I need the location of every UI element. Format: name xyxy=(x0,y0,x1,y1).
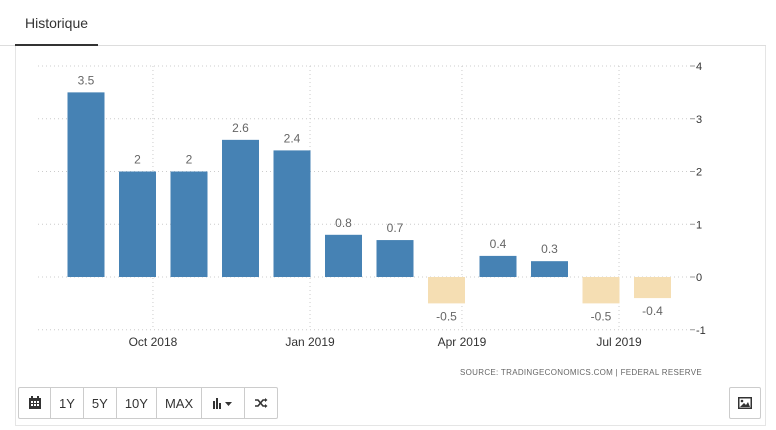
bar[interactable] xyxy=(222,139,259,277)
chart-panel xyxy=(15,46,766,426)
x-tick-label: Oct 2018 xyxy=(129,335,178,349)
bar-value-label: 2 xyxy=(134,153,141,167)
export-image-button[interactable] xyxy=(729,387,761,419)
shuffle-icon xyxy=(255,398,268,408)
bar[interactable] xyxy=(582,277,620,304)
bar-chart-dropdown-icon xyxy=(213,398,233,409)
y-tick-label: 1 xyxy=(696,219,702,231)
tab-bar: Historique xyxy=(0,0,766,46)
compare-button[interactable] xyxy=(245,388,277,418)
calendar-icon xyxy=(28,396,41,409)
y-tick-label: 4 xyxy=(696,61,702,73)
range-10y-button[interactable]: 10Y xyxy=(117,388,157,418)
y-tick-label: -1 xyxy=(696,325,706,337)
bar-value-label: 2.6 xyxy=(232,121,249,135)
chart-type-button[interactable] xyxy=(202,388,246,418)
bar[interactable] xyxy=(428,277,465,304)
bar[interactable] xyxy=(325,234,362,277)
x-tick-label: Jul 2019 xyxy=(596,335,642,349)
bar[interactable] xyxy=(119,171,156,278)
x-tick-label: Apr 2019 xyxy=(438,335,487,349)
bar-value-label: -0.5 xyxy=(591,309,612,323)
bar-value-label: 0.7 xyxy=(387,221,404,235)
range-5y-button[interactable]: 5Y xyxy=(84,388,117,418)
bar[interactable] xyxy=(67,92,105,277)
bar-value-label: 3.5 xyxy=(78,73,95,87)
range-max-button[interactable]: MAX xyxy=(157,388,203,418)
bar[interactable] xyxy=(531,261,568,277)
tab-historique[interactable]: Historique xyxy=(15,0,99,46)
bar-value-label: 0.4 xyxy=(490,237,507,251)
chart-toolbar: 1Y 5Y 10Y MAX xyxy=(18,387,279,419)
bar[interactable] xyxy=(479,255,517,277)
bar[interactable] xyxy=(273,150,311,277)
y-tick-label: 2 xyxy=(696,167,702,179)
bar-value-label: 2.4 xyxy=(284,131,301,145)
range-1y-button[interactable]: 1Y xyxy=(51,388,84,418)
image-icon xyxy=(738,397,752,409)
source-label: SOURCE: TRADINGECONOMICS.COM | FEDERAL R… xyxy=(460,368,702,377)
bar-value-label: 0.8 xyxy=(335,216,352,230)
y-tick-label: 0 xyxy=(696,272,702,284)
bar-value-label: -0.4 xyxy=(642,304,663,318)
bar-chart: 4 3 2 1 0 -1 Oct 2018 Jan 2019 Apr 2019 Jul 2019 3… xyxy=(38,61,706,377)
bar-value-label: 2 xyxy=(186,153,193,167)
bar-value-label: 0.3 xyxy=(541,242,558,256)
calendar-button[interactable] xyxy=(19,388,51,418)
x-tick-label: Jan 2019 xyxy=(285,335,335,349)
y-tick-label: 3 xyxy=(696,114,702,126)
bar-value-label: -0.5 xyxy=(436,309,457,323)
bar[interactable] xyxy=(634,277,671,299)
bar[interactable] xyxy=(170,171,208,278)
bar[interactable] xyxy=(376,240,414,277)
